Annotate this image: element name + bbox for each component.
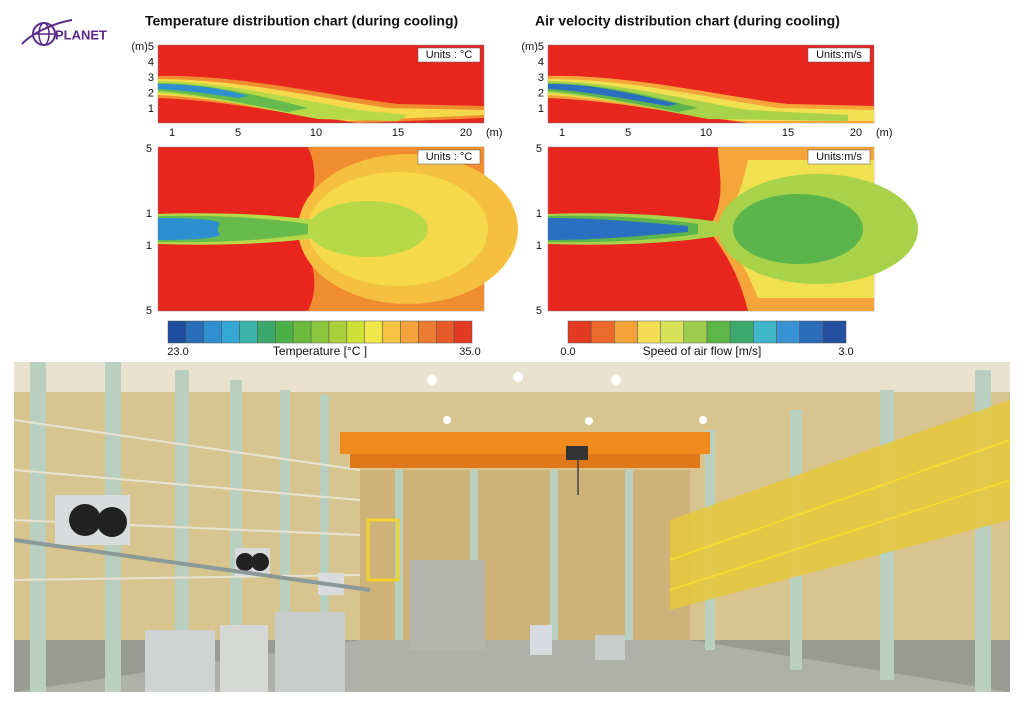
- chart-title: Air velocity distribution chart (during …: [535, 13, 840, 29]
- colorbar-swatch: [239, 320, 258, 344]
- x-tick-label: 5: [625, 127, 631, 139]
- units-label: Units:m/s: [816, 49, 862, 61]
- colorbar-swatch: [729, 320, 754, 344]
- colorbar-swatch: [400, 320, 419, 344]
- y-tick-label: 1: [148, 103, 154, 115]
- colorbar-swatch: [167, 320, 187, 344]
- colorbar-swatch: [706, 320, 731, 344]
- units-box: [417, 47, 481, 63]
- logo: PLANET: [21, 19, 107, 46]
- colorbar-label: Temperature [°C ]: [273, 344, 367, 358]
- x-tick-label: (m): [876, 127, 893, 139]
- contour: [158, 84, 248, 98]
- colorbar-swatch: [660, 320, 685, 344]
- colorbar-swatch: [257, 320, 276, 344]
- colorbar-swatch: [435, 320, 455, 344]
- y-tick-label: 5: [536, 305, 542, 317]
- colorbar-swatch: [221, 320, 240, 344]
- colorbar-swatch: [275, 320, 294, 344]
- contour: [158, 218, 220, 240]
- x-tick-label: 1: [559, 127, 565, 139]
- colorbar-swatch: [822, 320, 847, 344]
- y-tick-label: (m)5: [521, 41, 544, 53]
- logo-text: PLANET: [55, 27, 107, 42]
- y-tick-label: 4: [538, 56, 544, 68]
- x-tick-label: 1: [169, 127, 175, 139]
- x-tick-label: 15: [392, 127, 404, 139]
- units-label: Units : °C: [426, 49, 473, 61]
- y-tick-label: 1: [536, 208, 542, 220]
- x-tick-label: 20: [460, 127, 472, 139]
- contour: [548, 84, 678, 106]
- colorbar-swatch: [292, 320, 312, 344]
- x-tick-label: (m): [486, 127, 503, 139]
- y-tick-label: 2: [148, 87, 154, 99]
- y-tick-label: 3: [538, 72, 544, 84]
- colorbar-swatch: [776, 320, 800, 344]
- colorbar-max: 3.0: [838, 346, 853, 358]
- x-tick-label: 5: [235, 127, 241, 139]
- y-tick-label: 4: [148, 56, 154, 68]
- colorbar-swatch: [364, 320, 383, 344]
- y-tick-label: 2: [538, 87, 544, 99]
- colorbar-swatch: [590, 320, 615, 344]
- y-tick-label: 3: [148, 72, 154, 84]
- y-tick-label: (m)5: [131, 41, 154, 53]
- units-label: Units:m/s: [816, 151, 862, 163]
- y-tick-label: 1: [538, 103, 544, 115]
- x-tick-label: 15: [782, 127, 794, 139]
- units-label: Units : °C: [426, 151, 473, 163]
- y-tick-label: 1: [146, 208, 152, 220]
- colorbar-min: 0.0: [560, 346, 575, 358]
- colorbar-swatch: [683, 320, 708, 344]
- y-tick-label: 5: [536, 143, 542, 155]
- colorbar-swatch: [567, 320, 592, 344]
- colorbar-swatch: [310, 320, 330, 344]
- y-tick-label: 1: [146, 240, 152, 252]
- y-tick-label: 1: [536, 240, 542, 252]
- warehouse-photo: [14, 362, 1010, 692]
- colorbar-swatch: [753, 320, 777, 344]
- colorbar-swatch: [614, 320, 638, 344]
- colorbar-swatch: [637, 320, 661, 344]
- colorbar-swatch: [418, 320, 437, 344]
- colorbar-max: 35.0: [459, 346, 480, 358]
- colorbar-swatch: [185, 320, 205, 344]
- x-tick-label: 10: [700, 127, 712, 139]
- colorbar-swatch: [203, 320, 222, 344]
- colorbar-swatch: [382, 320, 401, 344]
- y-tick-label: 5: [146, 305, 152, 317]
- colorbar-swatch: [346, 320, 365, 344]
- colorbar-swatch: [799, 320, 824, 344]
- y-tick-label: 5: [146, 143, 152, 155]
- units-box: [807, 47, 871, 63]
- units-box: [807, 149, 871, 165]
- contour: [308, 201, 428, 257]
- contour: [733, 194, 863, 264]
- units-box: [417, 149, 481, 165]
- chart-title: Temperature distribution chart (during c…: [145, 13, 458, 29]
- contour: [548, 218, 688, 240]
- colorbar-swatch: [328, 320, 348, 344]
- colorbar-label: Speed of air flow [m/s]: [643, 344, 762, 358]
- x-tick-label: 10: [310, 127, 322, 139]
- colorbar-min: 23.0: [167, 346, 188, 358]
- colorbar-swatch: [453, 320, 473, 344]
- x-tick-label: 20: [850, 127, 862, 139]
